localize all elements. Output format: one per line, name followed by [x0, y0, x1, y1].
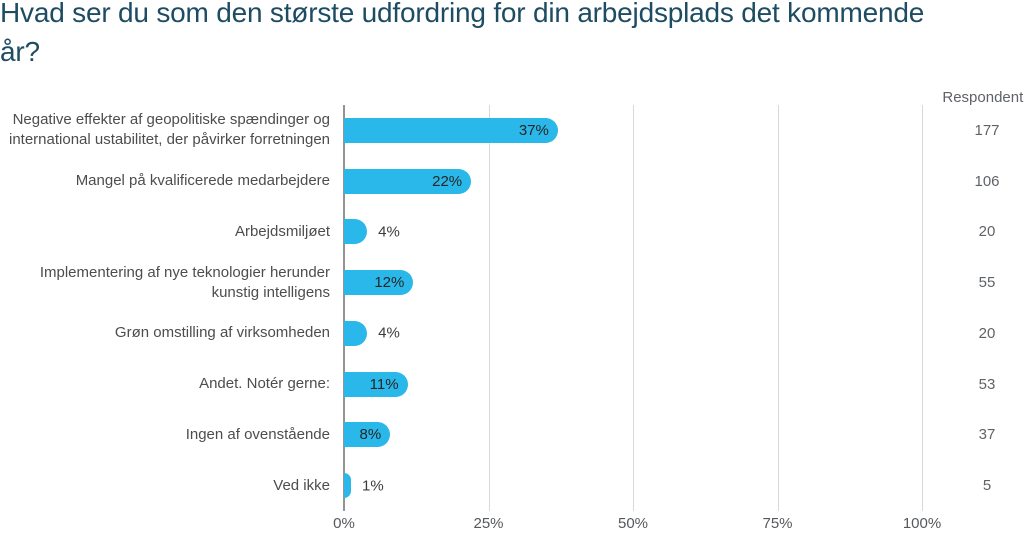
category-label: Arbejdsmiljøet — [234, 222, 330, 240]
bar-row: Andet. Notér gerne: 11% 53 — [0, 359, 1024, 410]
value-label: 12% — [374, 274, 405, 292]
x-axis-tick-label: 75% — [762, 515, 793, 532]
bar-track: 22% — [344, 168, 922, 194]
respondent-count: 37 — [978, 426, 996, 444]
value-label: 4% — [378, 223, 400, 241]
bar: 8% — [344, 422, 391, 448]
bar — [344, 219, 368, 245]
category-label: Negative effekter af geopolitiske spændi… — [8, 111, 330, 149]
x-axis-tick-label: 100% — [902, 515, 942, 532]
value-label: 22% — [432, 172, 463, 190]
value-label: 8% — [359, 426, 382, 444]
bar-track: 37% — [344, 117, 922, 143]
bar-row: Arbejdsmiljøet 4% 20 — [0, 207, 1024, 258]
bar-track: 1% — [344, 473, 922, 499]
bar-rows: Negative effekter af geopolitiske spændi… — [0, 105, 1024, 511]
respondent-count: 20 — [978, 223, 996, 241]
gridline — [633, 105, 634, 511]
bar-track: 11% — [344, 371, 922, 397]
bar-track: 4% — [344, 219, 922, 245]
x-axis-tick-label: 50% — [617, 515, 649, 532]
category-label: Implementering af nye teknologier herund… — [39, 263, 330, 301]
gridline — [922, 105, 923, 511]
gridline — [777, 105, 779, 511]
respondent-count: 106 — [974, 172, 1000, 190]
respondent-count: 20 — [978, 324, 996, 342]
value-label: 37% — [518, 121, 549, 139]
respondent-count: 55 — [978, 274, 996, 292]
value-label: 1% — [362, 477, 384, 495]
bar: 12% — [344, 270, 414, 296]
bar: 11% — [344, 371, 408, 397]
respondent-count: 5 — [982, 477, 992, 495]
category-label: Grøn omstilling af virksomheden — [114, 324, 330, 342]
x-axis-tick-label: 0% — [333, 515, 355, 532]
respondents-column-header: Respondente — [942, 89, 1024, 106]
bar: 37% — [344, 117, 558, 143]
bar-track: 8% — [344, 422, 922, 448]
plot-gridlines — [0, 105, 1024, 511]
chart-title: Hvad ser du som den største udfordring f… — [0, 0, 925, 67]
respondent-count: 53 — [978, 375, 996, 393]
bar-track: 12% — [344, 270, 922, 296]
category-label: Ingen af ovenstående — [185, 425, 330, 443]
bar-row: Ved ikke 1% 5 — [0, 460, 1024, 511]
gridline — [488, 105, 490, 511]
bar-track: 4% — [344, 320, 922, 346]
bar-row: Mangel på kvalificerede medarbejdere 22% 1… — [0, 156, 1024, 207]
category-label: Ved ikke — [273, 476, 330, 494]
x-axis-tick-label: 25% — [473, 515, 504, 532]
category-label: Andet. Notér gerne: — [199, 375, 330, 393]
value-label: 11% — [369, 375, 399, 393]
category-label: Mangel på kvalificerede medarbejdere — [75, 172, 330, 190]
value-label: 4% — [378, 324, 400, 342]
y-axis-line — [343, 105, 345, 511]
bar-row: Grøn omstilling af virksomheden 4% 20 — [0, 308, 1024, 359]
bar-row: Negative effekter af geopolitiske spændi… — [0, 105, 1024, 156]
bar — [344, 320, 368, 346]
bar — [344, 473, 351, 499]
respondent-count: 177 — [974, 121, 1000, 139]
bar-row: Implementering af nye teknologier herund… — [0, 257, 1024, 308]
bar-row: Ingen af ovenstående 8% 37 — [0, 410, 1024, 461]
bar: 22% — [344, 168, 472, 194]
